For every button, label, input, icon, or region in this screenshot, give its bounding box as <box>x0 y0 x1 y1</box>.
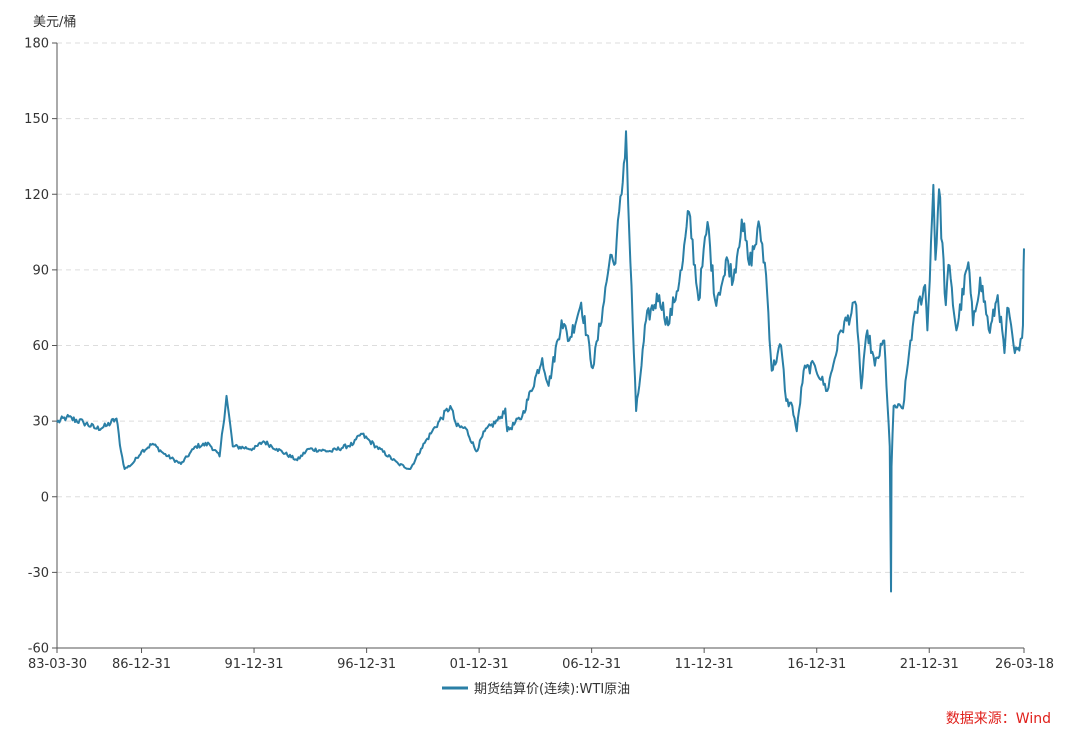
series-line-wti <box>56 130 1025 593</box>
y-tick-label: 60 <box>32 339 49 354</box>
x-tick-label: 26-03-18 <box>995 657 1054 672</box>
y-tick-label: 120 <box>24 188 49 203</box>
data-source-label: 数据来源：Wind <box>946 711 1051 727</box>
legend-label-wti: 期货结算价(连续):WTI原油 <box>474 681 630 697</box>
y-tick-label: -30 <box>28 566 49 581</box>
x-tick-label: 96-12-31 <box>337 657 396 672</box>
x-tick-label: 06-12-31 <box>562 657 621 672</box>
x-tick-label: 16-12-31 <box>787 657 846 672</box>
y-tick-label: -60 <box>28 642 49 657</box>
y-axis-unit-label: 美元/桶 <box>33 15 76 30</box>
x-tick-label: 01-12-31 <box>450 657 509 672</box>
x-tick-label: 83-03-30 <box>28 657 87 672</box>
x-tick-label: 91-12-31 <box>225 657 284 672</box>
y-axis-ticks: -60 -30 0 30 60 90 120 150 180 <box>24 37 57 657</box>
y-tick-label: 30 <box>32 415 49 430</box>
legend: 期货结算价(连续):WTI原油 <box>442 681 630 697</box>
y-tick-label: 0 <box>41 490 49 505</box>
grid-lines <box>57 42 1024 573</box>
y-tick-label: 150 <box>24 112 49 127</box>
y-tick-label: 180 <box>24 37 49 52</box>
x-axis-ticks: 83-03-30 86-12-31 91-12-31 96-12-31 01-12-31… <box>28 648 1054 672</box>
y-tick-label: 90 <box>32 263 49 278</box>
x-tick-label: 86-12-31 <box>112 657 171 672</box>
x-tick-label: 21-12-31 <box>900 657 959 672</box>
x-tick-label: 11-12-31 <box>675 657 734 672</box>
